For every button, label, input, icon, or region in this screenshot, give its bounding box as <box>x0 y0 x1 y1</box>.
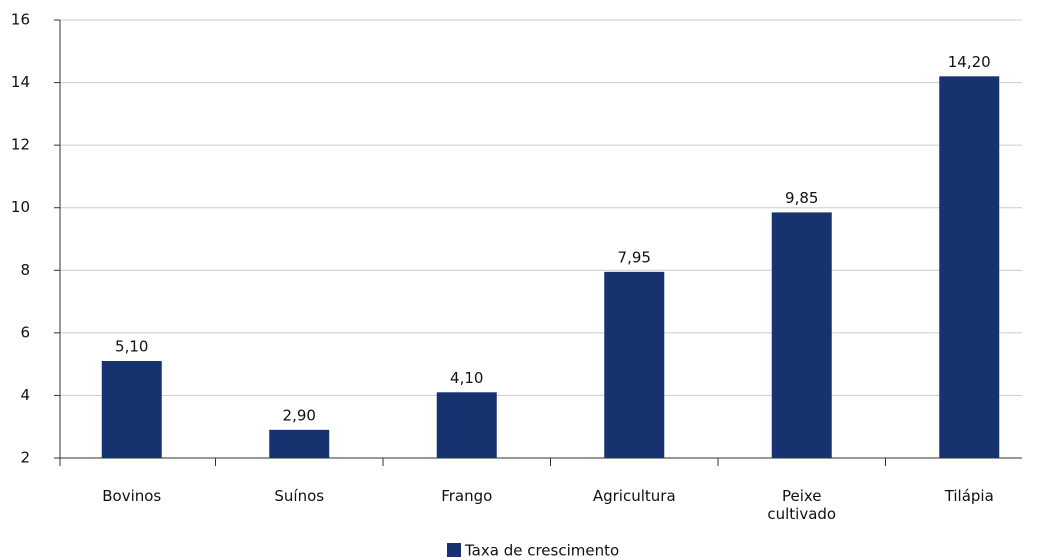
x-tick-label: Suínos <box>274 487 325 505</box>
legend-swatch <box>447 543 461 557</box>
x-tick-label: Bovinos <box>102 487 162 505</box>
y-tick-label: 2 <box>20 449 30 467</box>
y-tick-label: 6 <box>20 323 30 341</box>
y-tick-label: 10 <box>11 198 30 216</box>
x-tick-label: Agricultura <box>592 487 676 505</box>
value-label: 7,95 <box>618 248 651 266</box>
y-tick-label: 12 <box>11 136 30 154</box>
bar <box>436 392 497 458</box>
value-label: 4,10 <box>450 369 483 387</box>
y-tick-label: 4 <box>20 386 30 404</box>
value-label: 9,85 <box>785 189 818 207</box>
value-label: 14,20 <box>948 53 991 71</box>
bar <box>269 429 330 458</box>
bar <box>939 76 1000 459</box>
bar <box>604 271 665 458</box>
y-tick-label: 8 <box>20 261 30 279</box>
value-label: 5,10 <box>115 338 148 356</box>
y-tick-label: 14 <box>11 73 30 91</box>
y-tick-label: 16 <box>11 11 30 29</box>
x-tick-label: Tilápia <box>944 487 994 505</box>
x-tick-label: Frango <box>441 487 493 505</box>
bar <box>101 361 162 458</box>
legend-label: Taxa de crescimento <box>464 542 619 560</box>
value-label: 2,90 <box>283 406 316 424</box>
bar <box>771 212 832 458</box>
x-tick-label: Peixe cultivado <box>767 487 837 523</box>
